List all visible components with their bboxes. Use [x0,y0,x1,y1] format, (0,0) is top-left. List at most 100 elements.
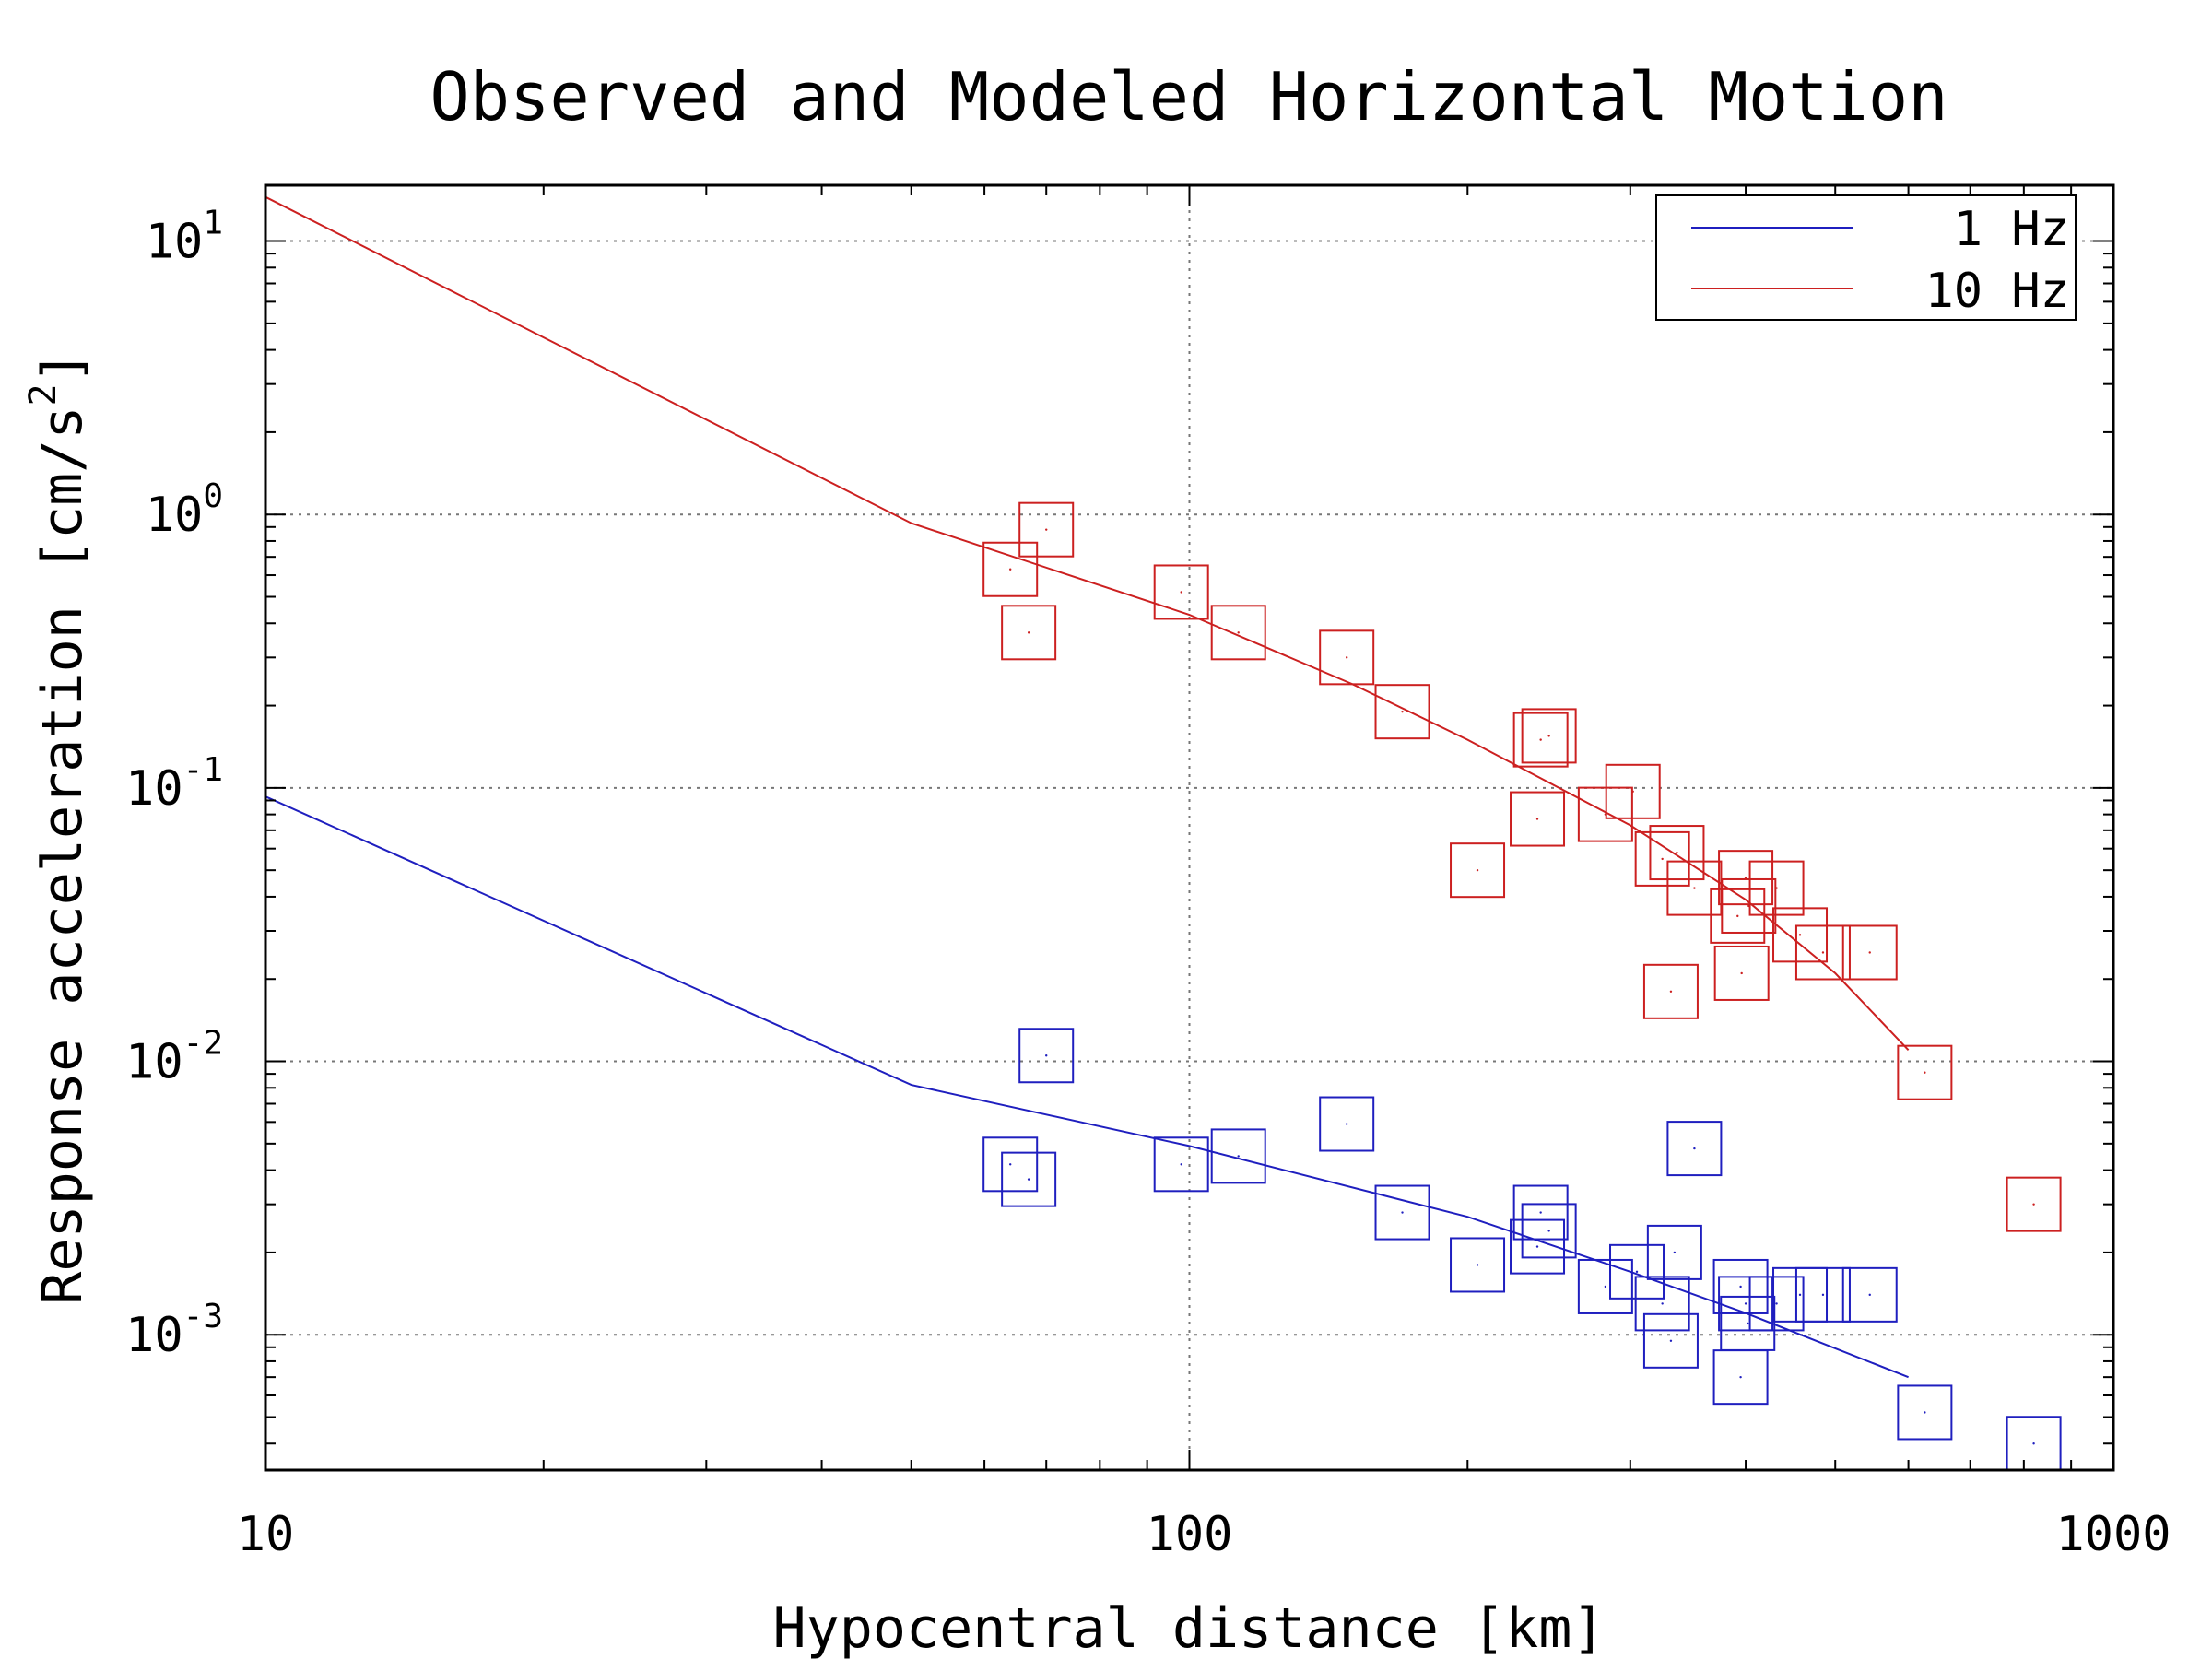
model-line [265,195,1910,1051]
observed-point-center [1604,1285,1607,1288]
observed-point-center [1661,857,1664,861]
observed-point [1794,924,1851,981]
observed-point-center [1345,1123,1348,1125]
y-tick-base: 10 [125,1035,183,1090]
observed-point [2006,1176,2062,1232]
grid-lines [265,185,2113,1470]
observed-point-center [1739,1285,1742,1288]
y-tick-label: 101 [146,205,223,270]
x-tick-labels: 10 100 1000 [237,1507,2171,1562]
model-line [265,795,1909,1379]
observed-point-center [1027,631,1030,634]
y-tick-base: 10 [125,1308,183,1363]
observed-point-center [1535,1245,1539,1248]
observed-point [1450,1237,1506,1293]
observed-point [1153,1136,1209,1193]
observed-point [1710,888,1766,944]
observed-point-center [1180,591,1182,594]
observed-point [1712,1258,1769,1314]
observed-point-center [1345,656,1348,659]
series-0 [265,795,2062,1472]
observed-point-center [1008,1163,1012,1166]
observed-point [1605,763,1661,819]
legend-label-10hz: 10 Hz [1924,264,2069,319]
y-tick-base: 10 [146,215,204,270]
observed-point [982,1136,1039,1193]
observed-point [1001,1151,1057,1207]
y-tick-base: 10 [125,761,183,817]
observed-point [1897,1044,1953,1100]
series-1 [265,195,2062,1232]
observed-point-center [1539,1211,1542,1214]
observed-point-center [1693,1147,1696,1150]
axis-ticks [265,185,2114,1470]
observed-point-center [1693,887,1696,889]
observed-point [1642,963,1699,1019]
observed-point [1634,1276,1690,1332]
chart-title: Observed and Modeled Horizontal Motion [429,58,1947,135]
observed-point [982,541,1039,597]
y-tick-label: 100 [146,477,223,543]
observed-point-center [1045,1054,1048,1057]
observed-point [1153,564,1209,620]
observed-point [1646,1224,1702,1280]
observed-point [1841,924,1898,981]
observed-point-center [1924,1411,1926,1414]
observed-point-center [1736,914,1739,918]
observed-point [1018,1028,1075,1084]
observed-point [1666,1121,1723,1177]
y-axis-label-text: Response acceleration [cm/s [30,406,95,1304]
observed-point-center [1237,1155,1240,1158]
x-tick-label: 100 [1147,1507,1233,1562]
observed-point-center [1868,1293,1871,1297]
observed-point-center [1673,1251,1677,1254]
observed-point-center [1547,1230,1550,1232]
observed-point-center [1798,934,1802,936]
observed-point-center [1747,1322,1749,1325]
observed-point-center [1744,876,1747,879]
observed-point [1210,605,1266,661]
observed-point [1374,684,1430,740]
observed-point [1634,830,1690,887]
observed-point-center [1924,1071,1926,1074]
observed-point-center [1775,887,1778,889]
observed-point-center [1027,1178,1030,1181]
x-axis-label: Hypocentral distance [km] [772,1596,1605,1659]
observed-point-center [1631,790,1634,794]
observed-point [1649,825,1705,881]
observed-point-center [1669,990,1673,994]
observed-point-center [1775,1302,1778,1305]
observed-point-center [1547,735,1550,737]
observed-point [1794,1266,1851,1323]
y-axis-label: Response acceleration [cm/s2] [22,350,95,1305]
observed-point-center [1401,710,1404,713]
observed-point-center [1798,1293,1802,1297]
y-tick-exponent: -2 [183,1025,223,1063]
observed-point-center [2032,1203,2035,1206]
observed-point [1718,850,1774,906]
observed-point [1521,1203,1577,1259]
observed-point [1841,1266,1898,1323]
series-layer [265,195,2062,1472]
observed-point-center [1401,1211,1404,1214]
observed-point-center [1008,568,1012,571]
observed-point-center [1744,1302,1747,1305]
observed-point [1748,860,1805,916]
observed-point [1210,1128,1266,1184]
observed-point [1450,842,1506,899]
y-tick-exponent: 1 [203,205,223,242]
observed-point [1521,708,1577,764]
observed-point [1772,907,1829,963]
legend: 1 Hz 10 Hz [1655,194,2077,321]
y-tick-exponent: -3 [183,1298,223,1335]
observed-point [1609,1243,1665,1300]
observed-point [1512,712,1569,768]
observed-point [1512,1184,1569,1241]
observed-point [1713,945,1770,1001]
observed-point-center [1476,1264,1479,1266]
observed-point-center [1669,1339,1673,1343]
observed-point-center [1180,1163,1182,1166]
observed-point-center [1740,971,1743,975]
legend-label-1hz: 1 Hz [1954,202,2069,257]
